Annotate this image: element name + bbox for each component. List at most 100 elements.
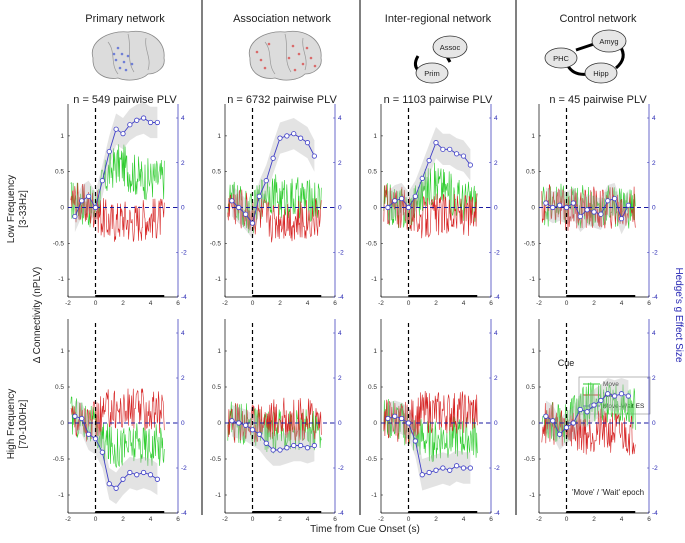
x-tick-label: 0 [407, 300, 411, 307]
y-tick-label-right: -2 [338, 249, 344, 256]
x-tick-label: 4 [462, 300, 466, 307]
x-tick-label: 6 [333, 300, 337, 307]
es-point [311, 442, 317, 449]
y-tick-label-left: -1 [529, 276, 535, 283]
y-tick-label-left: 0.5 [526, 169, 535, 176]
wait-trace [383, 390, 478, 445]
y-axis-label-left: Δ Connectivity (nPLV) [32, 267, 43, 364]
x-tick-label: -2 [65, 300, 71, 307]
node-label-amyg: Amyg [599, 37, 618, 46]
es-point [72, 413, 78, 419]
y-tick-label-left: -0.5 [210, 240, 222, 247]
es-point [577, 213, 583, 220]
es-point [625, 393, 631, 399]
es-point [584, 409, 590, 415]
y-tick-label-left: 0 [531, 420, 535, 427]
es-point [236, 204, 242, 211]
es-point [86, 193, 92, 199]
x-tick-label: 6 [176, 300, 180, 307]
es-point [577, 406, 583, 413]
es-point [113, 485, 119, 491]
panel-high-0: -2 0 2 4 6 -1 -0.5 0 0.5 1 -4 -2 0 2 4 [53, 319, 187, 523]
es-point [454, 151, 460, 157]
x-tick-label: 6 [489, 516, 493, 523]
y-tick-label-left: -0.5 [524, 240, 536, 247]
es-point [291, 442, 297, 449]
x-tick-label: 0 [565, 300, 569, 307]
y-tick-label-right: 0 [652, 420, 656, 427]
es-point [79, 198, 85, 204]
y-tick-label-right: 4 [181, 330, 185, 337]
es-point [550, 418, 556, 424]
y-tick-label-left: 0.5 [368, 384, 377, 391]
row-label-low-line1: Low Frequency [6, 175, 17, 243]
y-tick-label-right: 4 [338, 115, 342, 122]
x-tick-label: 0 [94, 516, 98, 523]
wait-trace [227, 397, 322, 443]
es-point [263, 440, 269, 446]
y-tick-label-left: 0.5 [212, 384, 221, 391]
network-diagram-icon: Amyg PHC Hipp [544, 29, 627, 84]
es-point [385, 204, 391, 211]
y-tick-label-left: -0.5 [524, 456, 536, 463]
y-tick-label-left: 0 [60, 420, 64, 427]
y-tick-label-left: -1 [529, 492, 535, 499]
y-tick-label-right: -2 [494, 465, 500, 472]
wait-trace [70, 388, 165, 442]
wait-trace [383, 184, 478, 239]
es-point [598, 211, 604, 217]
y-tick-label-left: 0 [60, 205, 64, 212]
es-point [79, 415, 85, 422]
col-title-association: Association network [233, 13, 331, 25]
association-electrodes [255, 42, 317, 72]
es-point [405, 420, 412, 426]
es-point [243, 422, 249, 428]
y-tick-label-right: -4 [494, 294, 500, 301]
es-point [106, 481, 112, 487]
y-tick-label-right: 0 [338, 205, 342, 212]
es-point [591, 402, 597, 408]
es-point [113, 126, 119, 132]
es-point [467, 162, 473, 168]
y-tick-label-right: 2 [181, 160, 185, 167]
y-tick-label-left: 0.5 [212, 169, 221, 176]
y-tick-label-left: -0.5 [366, 240, 378, 247]
es-point [543, 200, 549, 206]
es-point [460, 465, 467, 471]
x-tick-label: 2 [121, 300, 125, 307]
y-tick-label-left: 1 [531, 348, 535, 355]
y-tick-label-right: 2 [494, 160, 498, 167]
es-confidence-band [387, 127, 471, 224]
es-point [570, 420, 576, 426]
panel-low-0: -2 0 2 4 6 -1 -0.5 0 0.5 1 -4 -2 0 2 4 [53, 102, 187, 307]
es-point [612, 393, 618, 399]
node-label-phc: PHC [553, 54, 569, 63]
es-point [392, 413, 398, 419]
es-point [570, 200, 576, 206]
es-point [86, 431, 92, 437]
panels: -2 0 2 4 6 -1 -0.5 0 0.5 1 -4 -2 0 2 4 -2 0 2 4 6 -1 -0.5 0 0.5… [53, 102, 658, 523]
y-tick-label-right: -2 [181, 465, 187, 472]
es-point [229, 198, 235, 204]
es-point [270, 155, 276, 161]
x-tick-label: 4 [306, 516, 310, 523]
n-label-primary: n = 549 pairwise PLV [73, 94, 177, 106]
es-point [399, 415, 405, 422]
es-point [311, 153, 317, 159]
x-tick-label: 0 [251, 300, 255, 307]
x-tick-label: 0 [407, 516, 411, 523]
es-point [625, 202, 631, 208]
es-point [584, 207, 590, 213]
y-tick-label-left: 0 [373, 420, 377, 427]
panel-low-1: -2 0 2 4 6 -1 -0.5 0 0.5 1 -4 -2 0 2 4 [210, 104, 344, 307]
y-tick-label-left: 0.5 [55, 169, 64, 176]
x-tick-label: 4 [149, 516, 153, 523]
es-point [99, 449, 105, 455]
es-point [392, 198, 398, 204]
x-tick-label: 2 [592, 516, 596, 523]
y-tick-label-right: -4 [181, 294, 187, 301]
y-tick-label-right: -4 [652, 510, 658, 517]
es-point [304, 445, 311, 451]
x-tick-label: 6 [647, 300, 651, 307]
y-tick-label-right: 2 [338, 160, 342, 167]
